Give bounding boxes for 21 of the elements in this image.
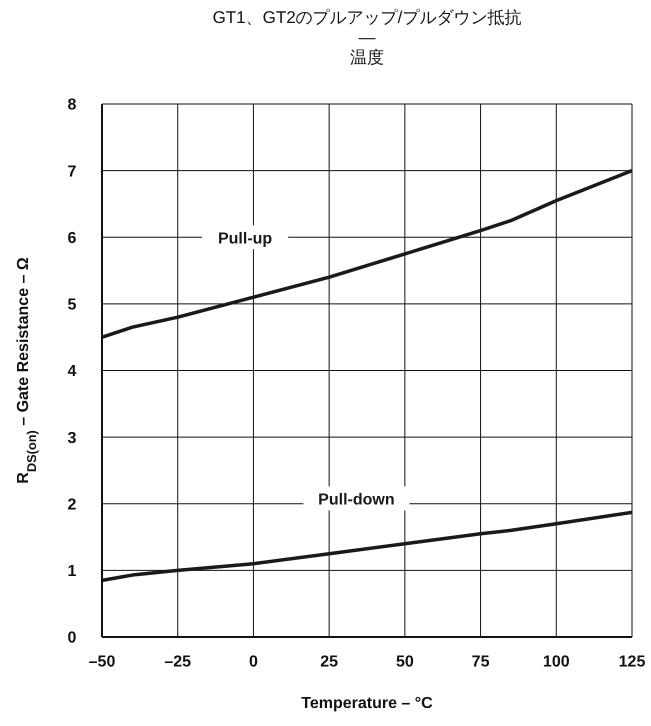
y-tick-label: 7 (68, 163, 77, 180)
chart-title: GT1、GT2のプルアップ/プルダウン抵抗 — 温度 (212, 8, 522, 68)
y-tick-label: 2 (68, 496, 77, 514)
y-tick-label: 8 (68, 96, 77, 114)
text: Pull-down (318, 491, 395, 508)
y-tick-label: 1 (68, 563, 77, 580)
x-axis-title: Temperature – °C (301, 695, 434, 712)
x-tick-label: –50 (88, 653, 116, 670)
x-tick-label: 25 (320, 653, 338, 670)
y-tick-label: 3 (68, 430, 77, 447)
x-tick-label: 75 (472, 653, 490, 670)
y-tick-label: 4 (68, 363, 77, 380)
x-tick-label: 100 (542, 653, 570, 670)
x-tick-label: 50 (396, 653, 414, 670)
y-tick-label: 0 (68, 630, 77, 647)
text: Pull-up (218, 230, 272, 248)
x-tick-label: 125 (618, 653, 646, 670)
x-tick-label: 0 (248, 653, 258, 670)
y-tick-label: 6 (68, 230, 77, 247)
x-tick-label: –25 (164, 653, 192, 670)
y-tick-label: 5 (68, 296, 77, 314)
